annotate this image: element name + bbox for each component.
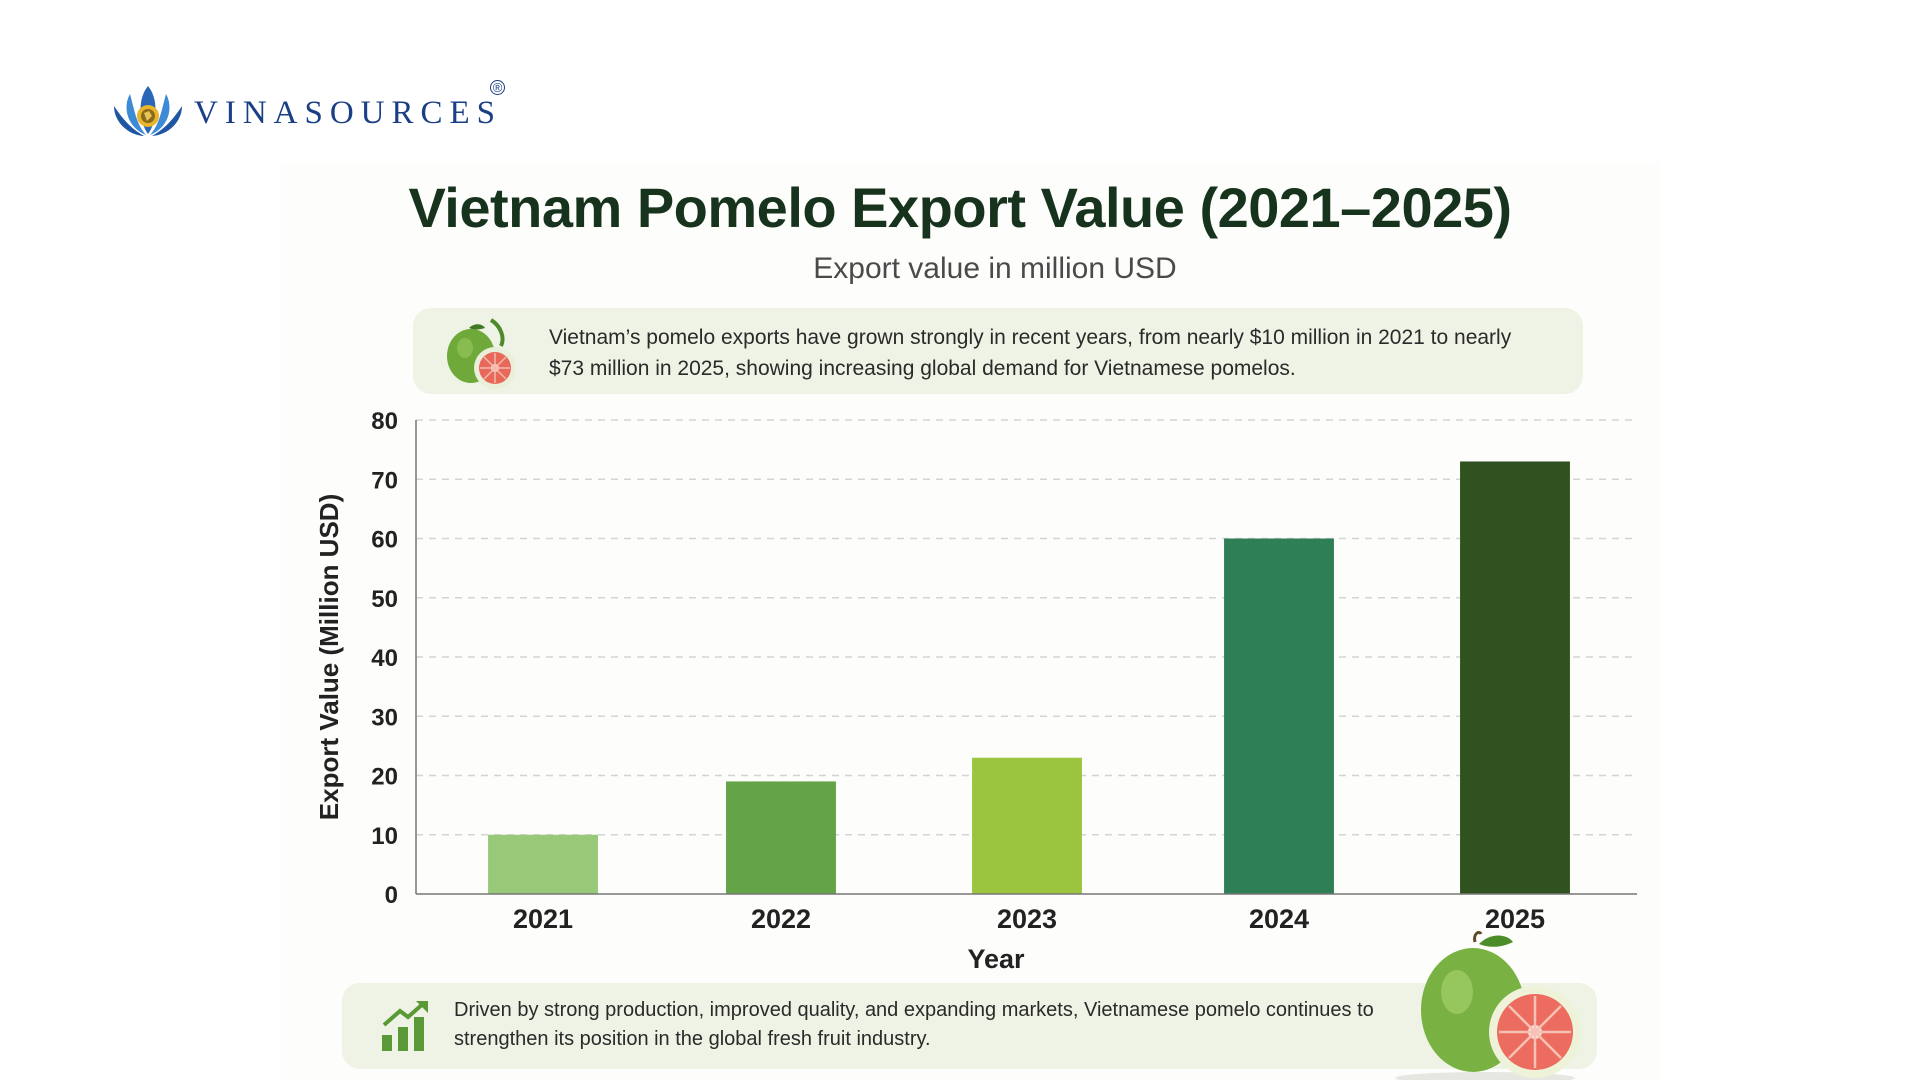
y-tick-label: 30	[371, 704, 398, 731]
x-tick-labels: 2021 2022 2023 2024 2025	[513, 904, 1545, 934]
y-tick-label: 10	[371, 823, 398, 850]
x-axis-label: Year	[967, 944, 1025, 974]
bar-2025	[1460, 461, 1570, 894]
y-tick-label: 70	[371, 467, 398, 494]
y-tick-labels: 0 10 20 30 40 50 60 70 80	[371, 408, 398, 909]
bar-2023	[972, 757, 1082, 894]
conclusion-callout: Driven by strong production, improved qu…	[342, 983, 1597, 1069]
bar-2022	[726, 781, 836, 894]
summary-callout: Vietnam’s pomelo exports have grown stro…	[413, 308, 1583, 394]
x-tick-label: 2021	[513, 904, 573, 934]
growth-chart-icon	[382, 1001, 428, 1051]
chart-title: Vietnam Pomelo Export Value (2021–2025)	[408, 176, 1512, 239]
y-tick-label: 20	[371, 764, 398, 791]
y-axis-label: Export Value (Million USD)	[314, 494, 344, 820]
y-tick-label: 80	[371, 408, 398, 435]
bar-2021	[488, 834, 598, 894]
chart-subtitle: Export value in million USD	[813, 252, 1177, 285]
y-tick-label: 50	[371, 586, 398, 613]
pomelo-icon	[447, 318, 516, 389]
pomelo-halves-icon	[1395, 930, 1581, 1080]
x-tick-label: 2025	[1485, 904, 1545, 934]
summary-text: Vietnam’s pomelo exports have grown stro…	[549, 326, 1512, 380]
bar-series	[488, 461, 1570, 894]
y-tick-label: 40	[371, 645, 398, 672]
brand-logo: VINASOURCES	[108, 80, 502, 140]
brand-name: VINASOURCES	[194, 94, 503, 131]
bar-2024	[1224, 538, 1334, 894]
chart-gridlines	[416, 419, 1637, 836]
x-tick-label: 2023	[997, 904, 1057, 934]
registered-mark: ®	[490, 80, 505, 95]
y-tick-label: 0	[385, 882, 398, 909]
conclusion-text: Driven by strong production, improved qu…	[454, 999, 1374, 1050]
lotus-logo-icon	[114, 86, 182, 136]
y-tick-label: 60	[371, 527, 398, 554]
x-tick-label: 2024	[1249, 904, 1309, 934]
x-tick-label: 2022	[751, 904, 811, 934]
